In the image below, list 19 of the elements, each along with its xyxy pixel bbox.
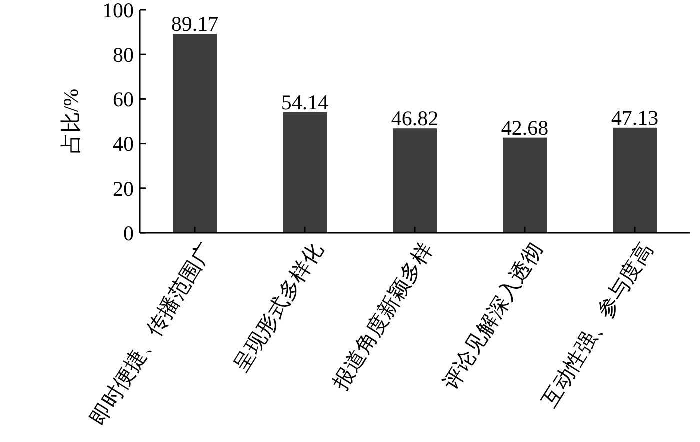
bar: [393, 128, 437, 233]
y-tick-label: 100: [102, 0, 134, 22]
y-tick-label: 40: [113, 132, 134, 156]
bar: [283, 112, 327, 233]
y-tick-label: 60: [113, 88, 134, 112]
bar: [613, 128, 657, 233]
y-tick-label: 20: [113, 176, 134, 201]
data-label: 46.82: [391, 106, 439, 131]
data-label: 89.17: [171, 12, 219, 36]
x-tick-label: 报道角度新颖多样: [328, 238, 438, 395]
bar: [173, 34, 217, 233]
y-axis-title: 占比/%: [59, 88, 83, 154]
data-label: 54.14: [281, 90, 330, 114]
data-label: 47.13: [611, 106, 659, 130]
x-tick-label: 呈现形式多样化: [229, 238, 328, 376]
y-tick-label: 80: [113, 42, 134, 67]
y-tick-label: 0: [124, 221, 134, 246]
bar: [503, 138, 547, 233]
data-label: 42.68: [501, 116, 549, 140]
